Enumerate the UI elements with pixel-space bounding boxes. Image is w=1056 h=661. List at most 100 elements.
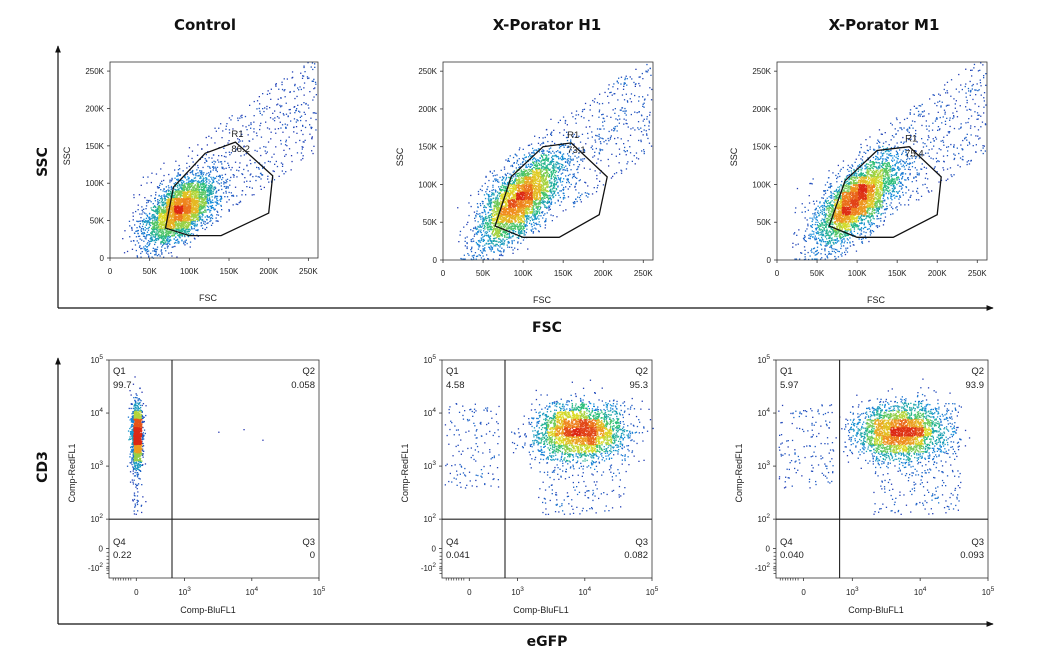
- scatter-panel-2-event: [546, 134, 548, 136]
- scatter-panel-1-event: [160, 195, 162, 198]
- scatter-panel-1-event: [311, 126, 313, 129]
- scatter-panel-1-event: [193, 203, 195, 206]
- scatter-panel-2-event: [500, 251, 502, 253]
- scatter-panel-1-event: [193, 177, 195, 179]
- scatter-panel-1-event: [142, 229, 145, 231]
- scatter-panel-1-event: [140, 229, 142, 231]
- scatter-panel-2-event: [598, 133, 600, 136]
- scatter-panel-1-event: [184, 213, 186, 215]
- scatter-panel-1-event: [256, 166, 258, 169]
- scatter-panel-1-event: [312, 80, 315, 82]
- scatter-panel-1-event: [183, 198, 185, 201]
- scatter-panel-1-event: [196, 169, 198, 171]
- scatter-panel-2-event: [567, 162, 569, 164]
- scatter-panel-1-event: [155, 250, 157, 253]
- scatter-panel-1-event: [216, 166, 219, 168]
- scatter-panel-1-event: [192, 212, 194, 214]
- scatter-panel-1-event: [236, 148, 238, 150]
- scatter-panel-1-event: [187, 184, 189, 186]
- scatter-panel-1-event: [172, 202, 174, 204]
- scatter-panel-2-event: [521, 162, 524, 164]
- scatter-panel-2-event: [588, 119, 590, 122]
- scatter-panel-1-event: [187, 178, 190, 180]
- scatter-panel-1-event: [253, 194, 255, 196]
- scatter-panel-2-event: [492, 186, 494, 188]
- scatter-panel-2-event: [542, 150, 544, 153]
- scatter-panel-1-event: [164, 198, 166, 200]
- scatter-panel-2-event: [637, 127, 639, 129]
- scatter-panel-2-event: [531, 163, 533, 165]
- scatter-panel-2-event: [481, 252, 484, 254]
- scatter-panel-1-event: [214, 197, 216, 199]
- scatter-panel-2-event: [488, 196, 490, 198]
- scatter-panel-1-event: [265, 121, 267, 123]
- scatter-panel-2-event: [559, 151, 561, 153]
- scatter-panel-1-event: [216, 170, 218, 173]
- scatter-panel-1-event: [156, 219, 158, 221]
- scatter-panel-1-event: [198, 216, 201, 218]
- scatter-panel-2-event: [638, 100, 640, 102]
- scatter-panel-2-event: [643, 99, 646, 101]
- scatter-panel-1-event: [181, 208, 183, 211]
- scatter-panel-2-event: [543, 152, 545, 155]
- scatter-panel-1-event: [178, 241, 180, 243]
- scatter-panel-2-event: [474, 233, 476, 235]
- scatter-panel-2-event: [629, 146, 631, 148]
- scatter-panel-1-event: [194, 217, 196, 219]
- scatter-panel-1-event: [181, 216, 183, 219]
- scatter-panel-2-event: [590, 146, 592, 149]
- scatter-panel-2-event: [493, 170, 495, 172]
- scatter-panel-1-event: [159, 184, 161, 186]
- scatter-panel-1-event: [144, 197, 146, 199]
- scatter-panel-2-event: [526, 225, 528, 227]
- scatter-panel-2-event: [623, 149, 625, 152]
- scatter-panel-1-event: [284, 123, 286, 125]
- scatter-panel-2-event: [488, 236, 490, 238]
- scatter-panel-2-event: [574, 201, 576, 203]
- scatter-panel-2-event: [484, 197, 487, 200]
- scatter-panel-2-event: [541, 150, 543, 152]
- scatter-panel-1-event: [193, 199, 195, 202]
- scatter-panel-1-event: [163, 206, 165, 209]
- scatter-panel-2-event: [624, 112, 626, 114]
- scatter-panel-1-event: [179, 174, 181, 177]
- scatter-panel-2-event: [559, 145, 561, 148]
- scatter-panel-2-event: [612, 175, 614, 178]
- scatter-panel-1-event: [173, 201, 175, 203]
- scatter-panel-1-event: [206, 178, 208, 180]
- scatter-panel-2-event: [550, 147, 552, 149]
- scatter-panel-1-event: [178, 189, 180, 191]
- scatter-panel-2-event: [480, 204, 482, 207]
- scatter-panel-2-event: [613, 129, 616, 131]
- scatter-panel-2-event: [477, 213, 479, 215]
- scatter-panel-1-event: [193, 201, 195, 203]
- scatter-panel-1-event: [183, 193, 185, 195]
- scatter-panel-1-event: [160, 221, 162, 223]
- scatter-panel-1-event: [178, 207, 180, 210]
- scatter-panel-2-event: [480, 218, 482, 220]
- scatter-panel-1-event: [197, 203, 199, 205]
- scatter-panel-1-event: [169, 225, 172, 227]
- scatter-panel-1-event: [290, 120, 292, 122]
- scatter-panel-1-event: [167, 245, 169, 247]
- scatter-panel-1-event: [205, 174, 207, 176]
- scatter-panel-2-event: [615, 172, 618, 174]
- scatter-panel-2-event: [482, 227, 485, 230]
- scatter-panel-1-event: [315, 129, 317, 131]
- scatter-panel-1-event: [168, 192, 170, 195]
- scatter-panel-1-event: [144, 229, 146, 231]
- scatter-panel-1-event: [208, 203, 210, 205]
- scatter-panel-2-event: [482, 202, 484, 205]
- scatter-panel-2-event: [503, 250, 505, 252]
- scatter-panel-1-event: [161, 220, 164, 222]
- scatter-panel-1-event: [148, 234, 150, 236]
- scatter-panel-1-event: [157, 205, 159, 207]
- scatter-panel-1-event: [154, 243, 156, 246]
- scatter-panel-1-event: [197, 193, 199, 196]
- scatter-panel-1-event: [253, 121, 255, 123]
- scatter-panel-1-event: [197, 172, 199, 174]
- scatter-panel-2-event: [636, 157, 638, 159]
- scatter-panel-1-event: [170, 239, 172, 241]
- scatter-panel-1-event: [180, 193, 182, 195]
- scatter-panel-1-event: [134, 244, 137, 246]
